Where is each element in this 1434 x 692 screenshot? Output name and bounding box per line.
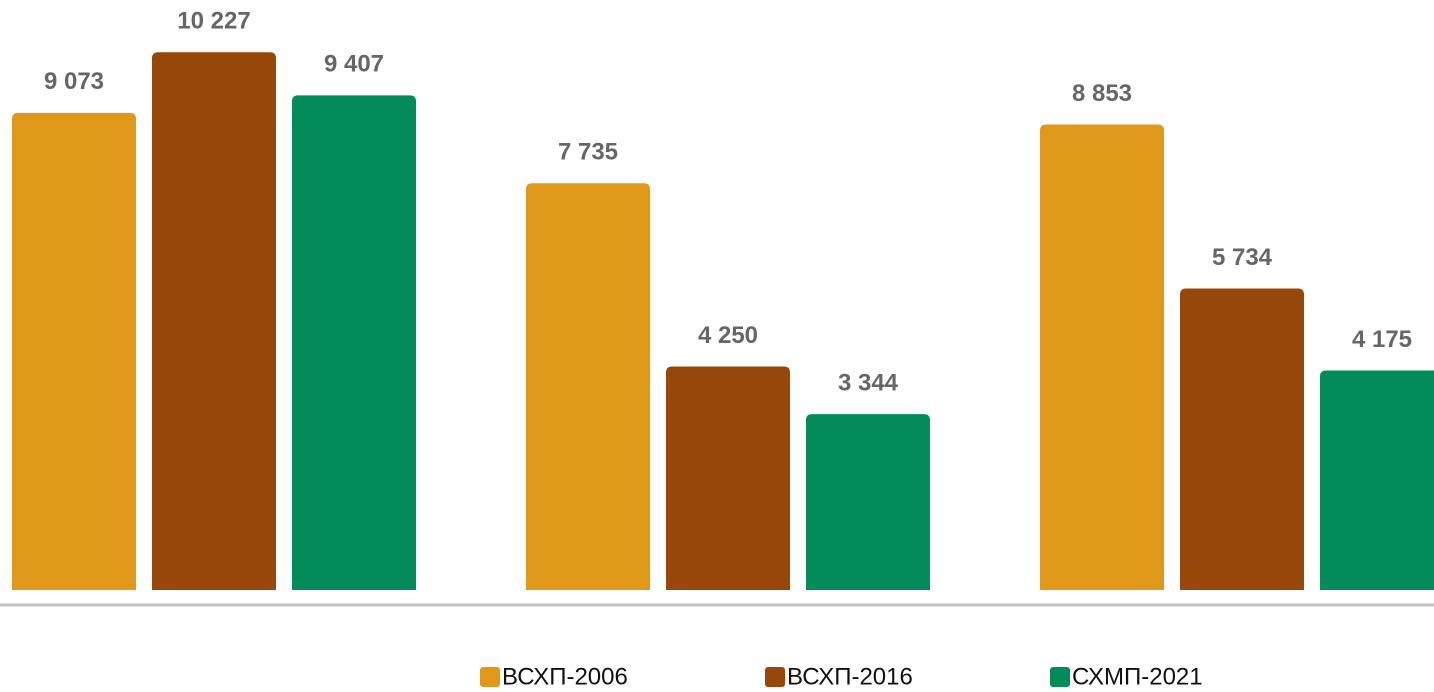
bar	[806, 414, 930, 590]
value-label: 8 853	[1072, 80, 1132, 107]
legend-swatch	[480, 667, 500, 687]
value-label: 9 073	[44, 68, 104, 95]
bar	[1320, 370, 1434, 590]
legend-swatch	[1050, 667, 1070, 687]
value-label: 3 344	[838, 370, 899, 397]
bar	[526, 183, 650, 590]
bar	[292, 95, 416, 591]
bar	[12, 112, 136, 590]
legend-label: СХМП-2021	[1072, 663, 1203, 690]
bar	[1180, 288, 1304, 590]
value-label: 5 734	[1212, 244, 1273, 271]
bar	[666, 366, 790, 590]
value-label: 10 227	[177, 8, 250, 35]
legend-swatch	[765, 667, 785, 687]
value-label: 9 407	[324, 51, 384, 78]
value-label: 4 250	[698, 322, 758, 349]
value-label: 4 175	[1352, 326, 1412, 353]
value-label: 7 735	[558, 139, 618, 166]
legend-label: ВСХП-2016	[787, 663, 913, 690]
bar	[1040, 124, 1164, 591]
bar	[152, 52, 276, 591]
legend-label: ВСХП-2006	[502, 663, 628, 690]
